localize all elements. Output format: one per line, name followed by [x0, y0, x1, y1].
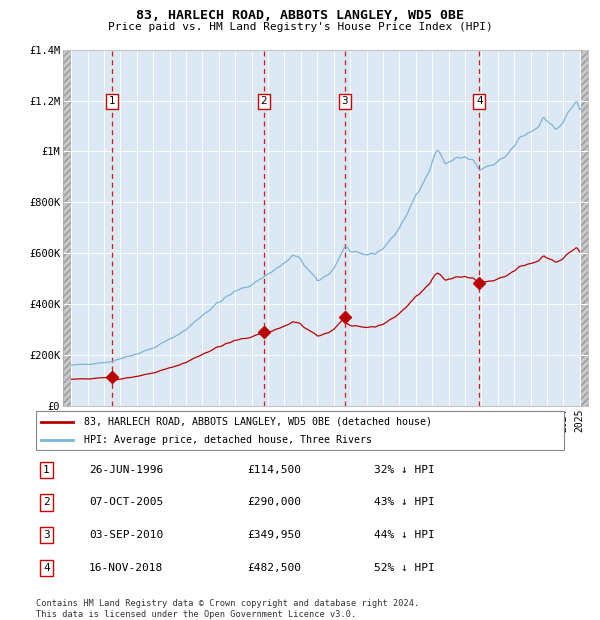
Text: 4: 4: [476, 96, 483, 106]
Text: 52% ↓ HPI: 52% ↓ HPI: [374, 563, 434, 573]
Text: 2: 2: [260, 96, 267, 106]
Text: 07-OCT-2005: 07-OCT-2005: [89, 497, 163, 507]
FancyBboxPatch shape: [36, 411, 564, 449]
Text: 03-SEP-2010: 03-SEP-2010: [89, 530, 163, 540]
Text: 32% ↓ HPI: 32% ↓ HPI: [374, 464, 434, 475]
Text: £482,500: £482,500: [247, 563, 301, 573]
Text: 3: 3: [43, 530, 50, 540]
Text: 44% ↓ HPI: 44% ↓ HPI: [374, 530, 434, 540]
Text: Price paid vs. HM Land Registry's House Price Index (HPI): Price paid vs. HM Land Registry's House …: [107, 22, 493, 32]
Text: 16-NOV-2018: 16-NOV-2018: [89, 563, 163, 573]
Text: £349,950: £349,950: [247, 530, 301, 540]
Text: HPI: Average price, detached house, Three Rivers: HPI: Average price, detached house, Thre…: [83, 435, 371, 445]
Text: £114,500: £114,500: [247, 464, 301, 475]
Text: 83, HARLECH ROAD, ABBOTS LANGLEY, WD5 0BE (detached house): 83, HARLECH ROAD, ABBOTS LANGLEY, WD5 0B…: [83, 417, 431, 427]
Text: 3: 3: [341, 96, 348, 106]
Text: £290,000: £290,000: [247, 497, 301, 507]
Text: Contains HM Land Registry data © Crown copyright and database right 2024.
This d: Contains HM Land Registry data © Crown c…: [36, 600, 419, 619]
Bar: [580, 50, 588, 406]
Text: 2: 2: [43, 497, 50, 507]
Bar: [63, 50, 71, 406]
Text: 26-JUN-1996: 26-JUN-1996: [89, 464, 163, 475]
Text: 1: 1: [43, 464, 50, 475]
Text: 43% ↓ HPI: 43% ↓ HPI: [374, 497, 434, 507]
Text: 1: 1: [109, 96, 116, 106]
Text: 4: 4: [43, 563, 50, 573]
Text: 83, HARLECH ROAD, ABBOTS LANGLEY, WD5 0BE: 83, HARLECH ROAD, ABBOTS LANGLEY, WD5 0B…: [136, 9, 464, 22]
